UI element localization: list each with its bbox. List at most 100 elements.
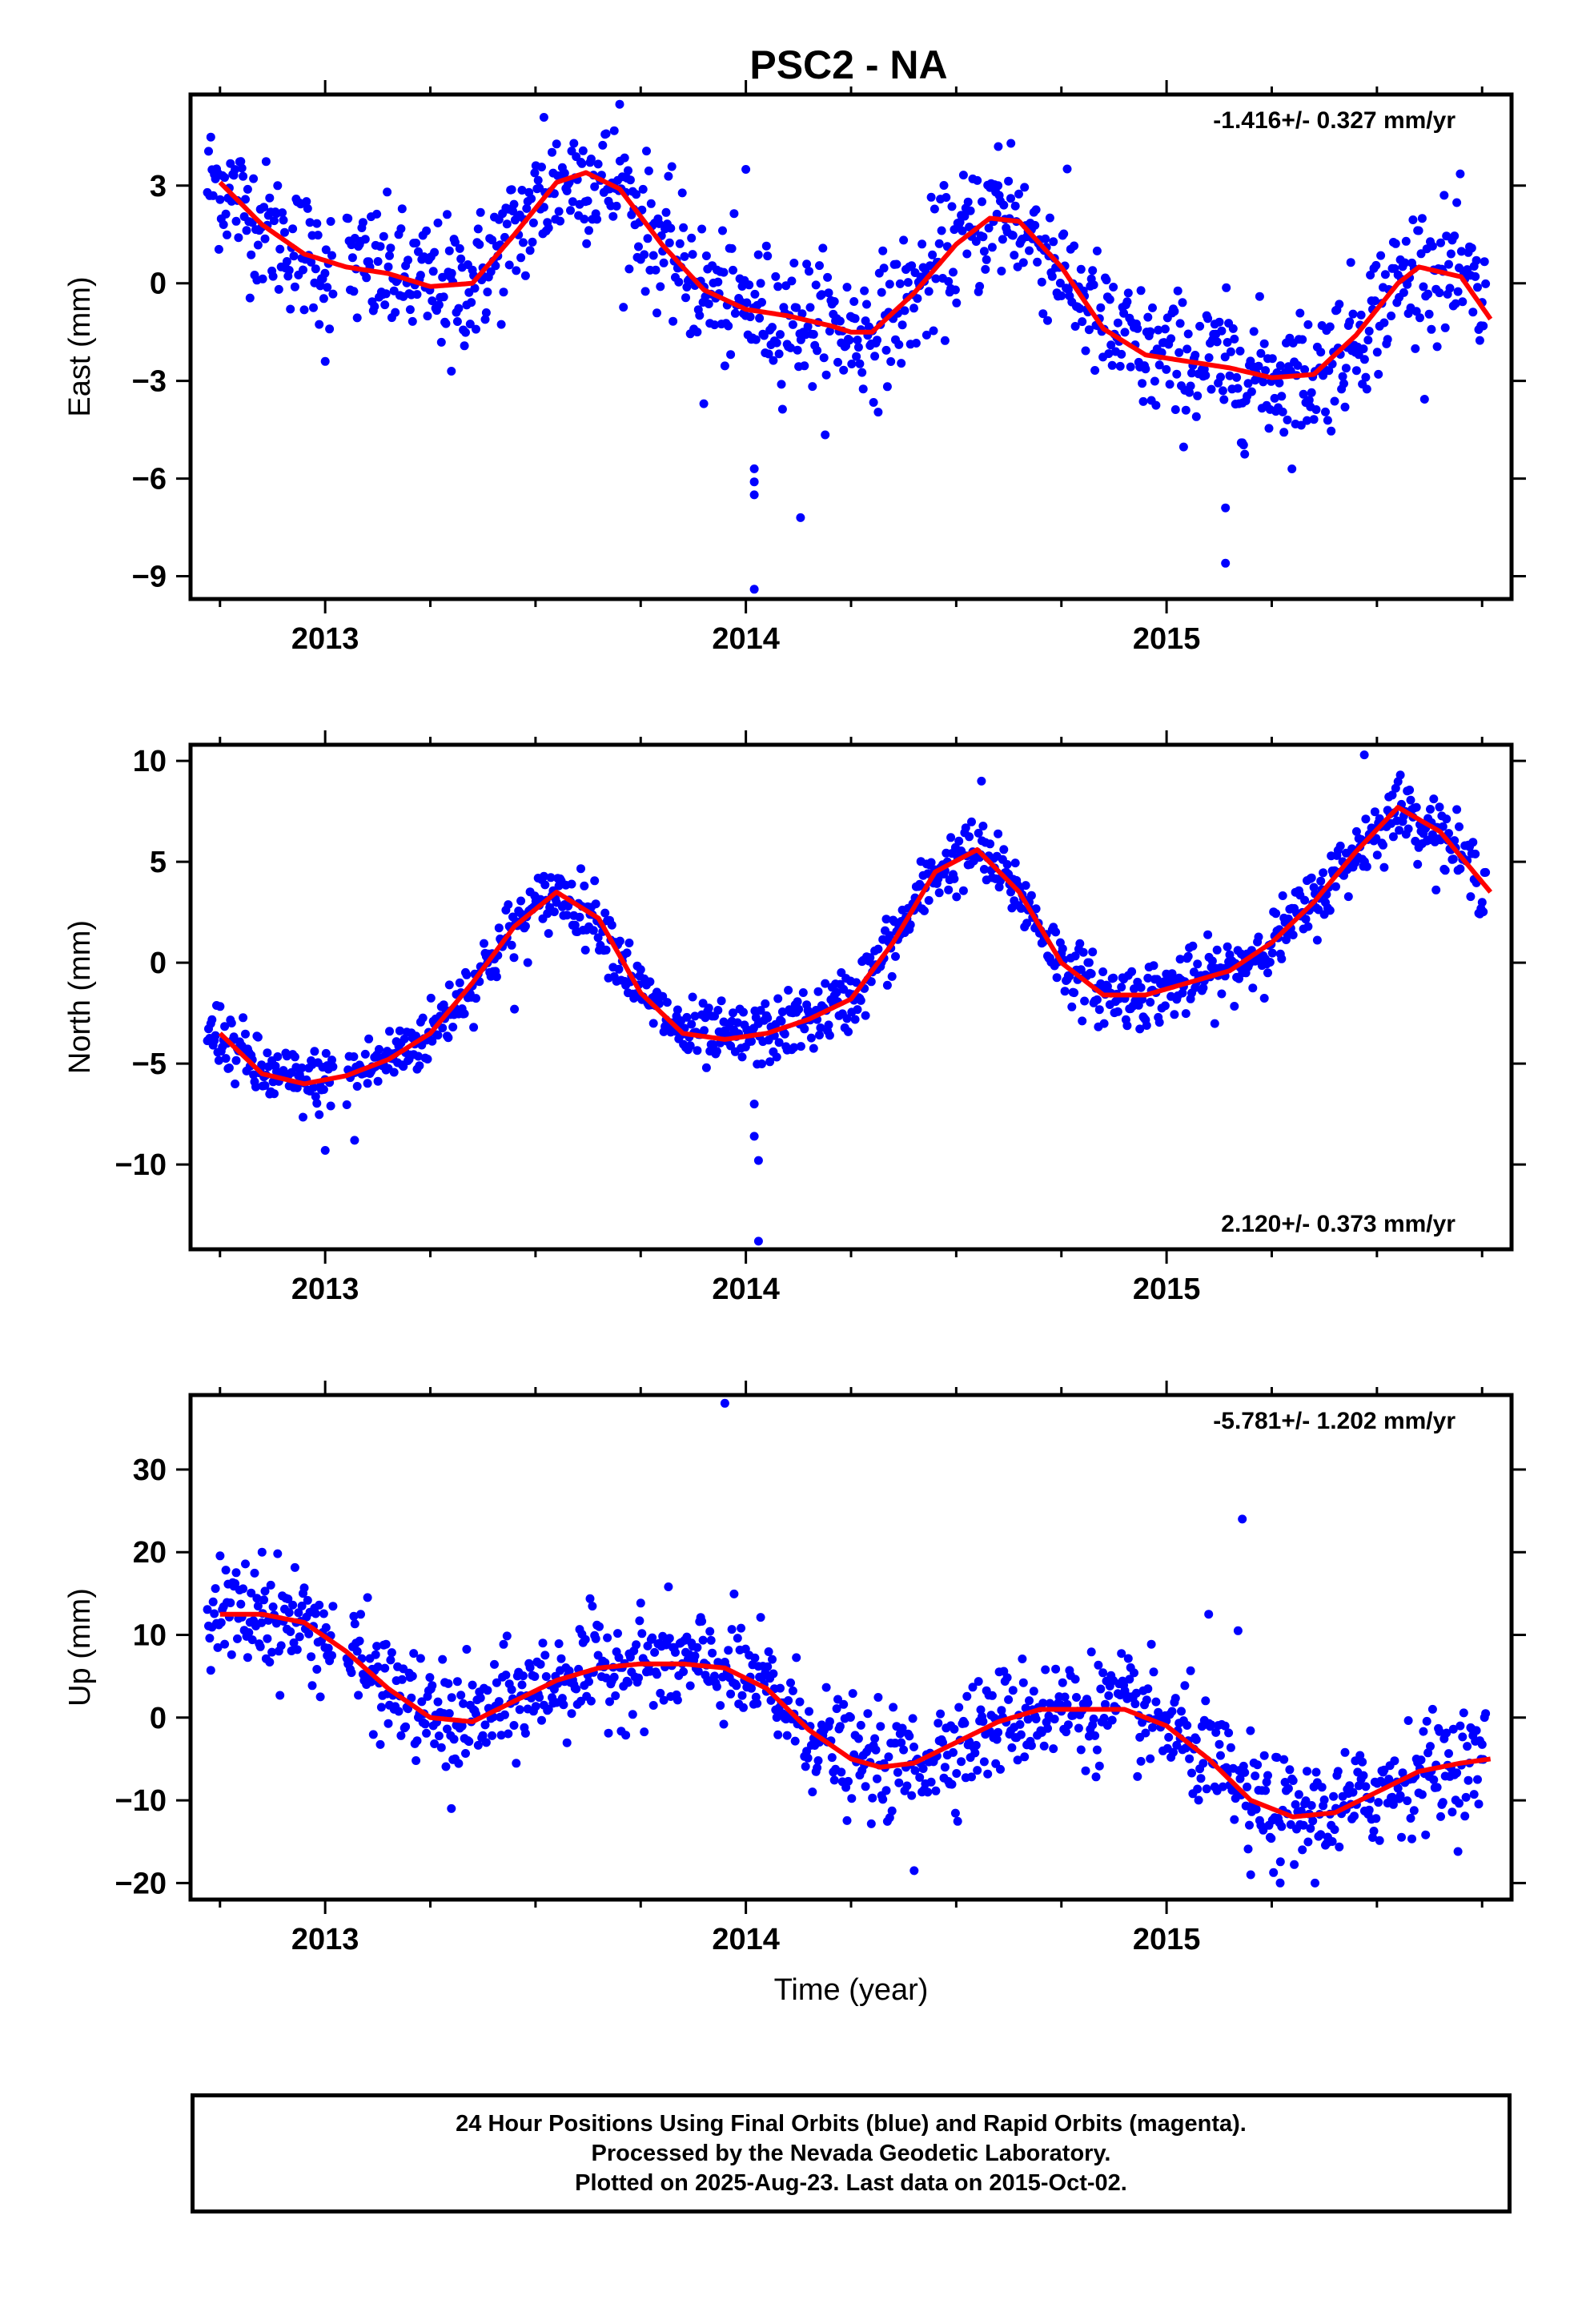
data-point xyxy=(879,263,889,273)
data-point xyxy=(1096,1684,1106,1694)
data-point xyxy=(1429,1775,1439,1784)
data-point xyxy=(1098,1668,1108,1678)
data-point xyxy=(239,171,248,181)
data-point xyxy=(502,1631,512,1641)
data-point xyxy=(578,146,588,155)
data-point xyxy=(1403,1796,1412,1806)
data-point xyxy=(1016,903,1026,913)
data-point xyxy=(1170,307,1179,316)
data-point xyxy=(777,380,786,389)
data-point xyxy=(615,936,624,946)
data-point xyxy=(1018,1678,1028,1687)
data-point xyxy=(520,922,530,931)
data-point xyxy=(1226,1743,1235,1752)
data-point xyxy=(1202,1784,1211,1794)
data-point xyxy=(327,1055,336,1065)
data-point xyxy=(624,939,634,947)
data-point xyxy=(821,430,830,440)
data-point xyxy=(648,251,658,260)
data-point xyxy=(1403,1716,1413,1725)
data-point xyxy=(231,216,241,226)
data-point xyxy=(1259,339,1269,348)
data-point xyxy=(517,1680,527,1690)
data-point xyxy=(713,277,723,287)
data-point xyxy=(461,1749,470,1758)
data-point xyxy=(1481,1709,1491,1719)
data-point xyxy=(1010,858,1020,868)
data-point xyxy=(1446,249,1456,259)
data-point xyxy=(1453,1847,1463,1856)
data-point xyxy=(584,226,593,235)
data-point xyxy=(1058,1678,1067,1687)
data-point xyxy=(749,1100,759,1109)
data-point xyxy=(642,147,651,156)
data-point xyxy=(385,1027,394,1036)
data-point xyxy=(712,1047,721,1056)
data-point xyxy=(583,196,592,206)
data-point xyxy=(984,223,994,233)
data-point xyxy=(1254,932,1263,942)
data-point xyxy=(788,320,797,329)
data-point xyxy=(1291,1799,1300,1809)
data-point xyxy=(938,1738,947,1747)
data-point xyxy=(1359,344,1368,354)
data-point xyxy=(685,1681,695,1691)
data-point xyxy=(947,1779,957,1789)
data-point xyxy=(1463,1742,1472,1751)
data-point xyxy=(628,1710,637,1719)
data-point xyxy=(827,1753,837,1763)
data-point xyxy=(1070,988,1079,998)
data-point xyxy=(857,368,867,377)
data-point xyxy=(881,345,891,355)
data-point xyxy=(244,1628,254,1638)
data-point xyxy=(635,1616,644,1626)
data-point xyxy=(309,1083,318,1092)
data-point xyxy=(1424,309,1434,319)
data-point xyxy=(295,1632,304,1642)
data-point xyxy=(1261,366,1271,376)
y-tick-label: −9 xyxy=(132,561,167,594)
data-point xyxy=(1218,1782,1227,1791)
data-point xyxy=(1285,1765,1295,1775)
data-point xyxy=(1221,558,1231,568)
data-point xyxy=(1008,231,1018,240)
data-point xyxy=(1109,973,1118,983)
data-point xyxy=(1267,948,1277,958)
data-point xyxy=(648,1701,658,1710)
data-point xyxy=(1201,1696,1211,1706)
data-point xyxy=(624,264,634,274)
data-point xyxy=(1146,1754,1155,1763)
y-tick-label: 0 xyxy=(150,947,167,980)
data-point xyxy=(666,223,676,233)
data-point xyxy=(950,874,959,883)
data-point xyxy=(632,1640,641,1650)
y-tick-label: −5 xyxy=(132,1047,167,1081)
data-point xyxy=(877,287,886,297)
data-point xyxy=(1201,371,1211,380)
data-point xyxy=(1022,919,1032,928)
data-point xyxy=(764,1647,773,1656)
data-point xyxy=(1109,283,1118,292)
data-point xyxy=(1080,996,1090,1006)
data-point xyxy=(873,944,883,954)
data-point xyxy=(416,1654,425,1663)
data-point xyxy=(1049,237,1058,247)
data-point xyxy=(1426,805,1435,814)
data-point xyxy=(1467,243,1476,253)
data-point xyxy=(756,279,765,288)
data-point xyxy=(480,939,488,948)
data-point xyxy=(412,1736,422,1746)
data-point xyxy=(640,1727,649,1737)
data-point xyxy=(1362,384,1371,394)
data-point xyxy=(441,1762,451,1771)
x-tick-label: 2013 xyxy=(291,1923,359,1956)
data-point xyxy=(1102,275,1111,285)
data-point xyxy=(697,1617,707,1626)
data-point xyxy=(717,996,726,1006)
data-point xyxy=(687,233,697,243)
data-point xyxy=(753,1156,763,1165)
data-point xyxy=(1220,352,1230,362)
data-point xyxy=(586,1696,596,1706)
data-point xyxy=(433,218,443,227)
data-point xyxy=(1233,1626,1243,1635)
